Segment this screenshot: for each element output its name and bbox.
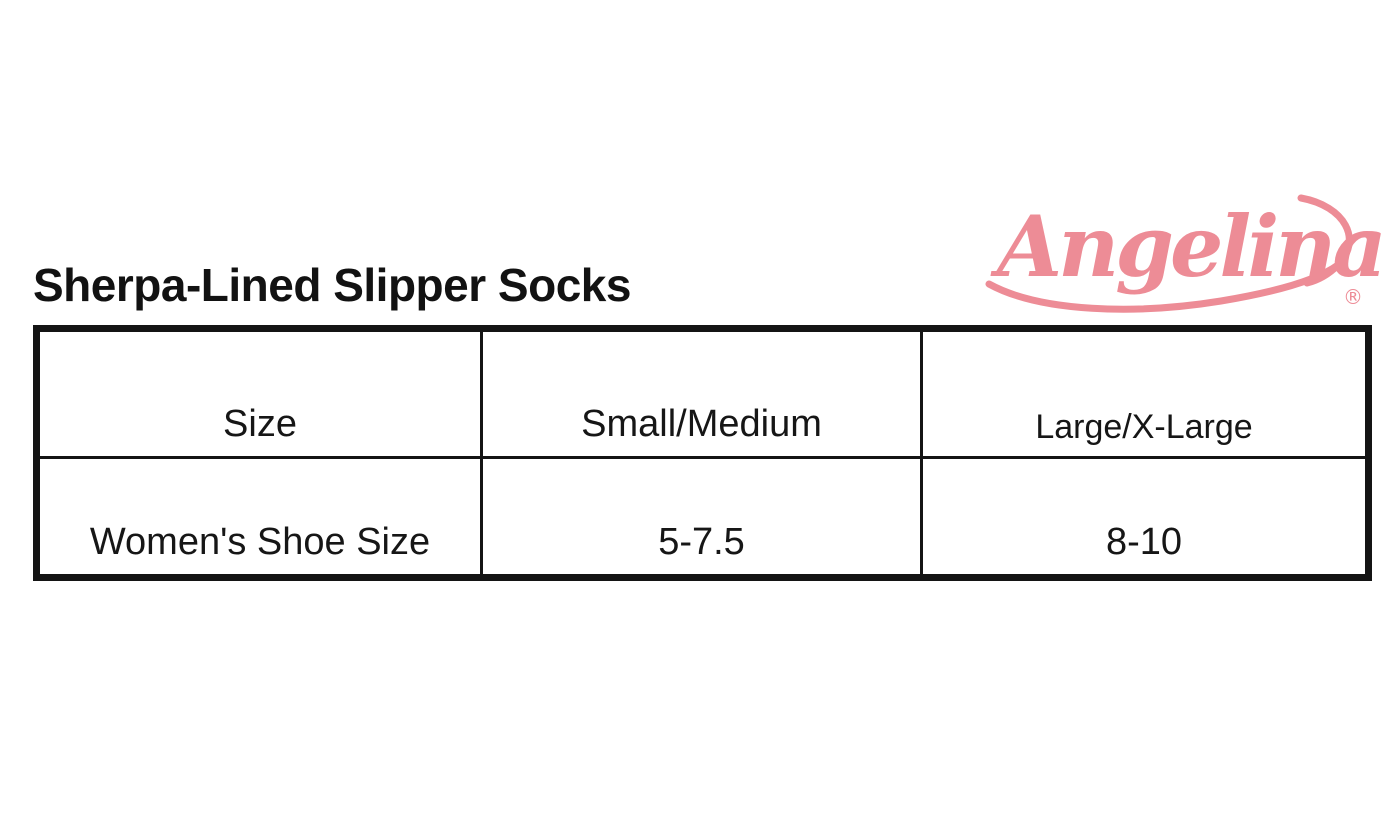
- registered-trademark-icon: ®: [1343, 285, 1363, 309]
- header-cell-large-xlarge: Large/X-Large: [920, 327, 1370, 459]
- cell-value-large-xlarge: 8-10: [920, 456, 1370, 579]
- header-cell-small-medium: Small/Medium: [480, 327, 923, 459]
- logo-curl-icon: [1297, 194, 1353, 287]
- cell-value-small-medium: 5-7.5: [480, 456, 923, 579]
- brand-logo-text: Angelina: [990, 197, 1383, 296]
- product-title: Sherpa-Lined Slipper Socks: [33, 259, 631, 311]
- header-cell-size: Size: [35, 327, 483, 459]
- brand-logo: Angelina ®: [985, 182, 1385, 324]
- table-header-row: Size Small/Medium Large/X-Large: [35, 327, 1370, 459]
- size-chart-table: Size Small/Medium Large/X-Large Women's …: [33, 325, 1372, 581]
- table-row: Women's Shoe Size 5-7.5 8-10: [35, 456, 1370, 579]
- row-label-womens-shoe-size: Women's Shoe Size: [35, 456, 483, 579]
